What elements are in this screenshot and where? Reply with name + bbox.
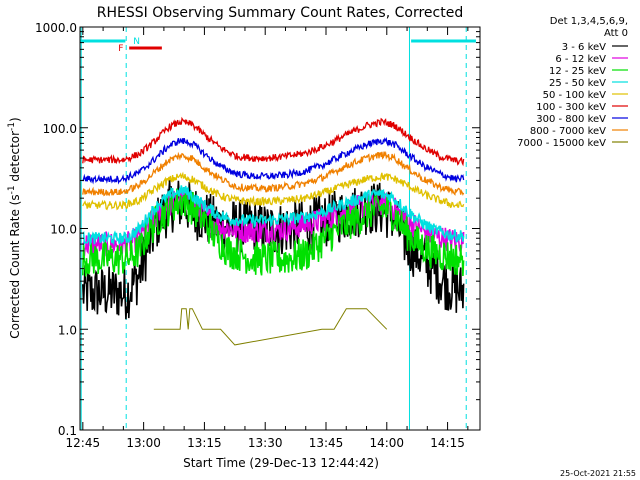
legend-label-0: 3 - 6 keV <box>562 42 606 53</box>
y-tick-label-3: 1.0 <box>58 323 77 337</box>
series-line-7 <box>82 150 465 197</box>
x-tick-label-0: 12:45 <box>66 436 101 450</box>
series-line-5 <box>82 116 465 167</box>
annotation-n: N <box>133 37 140 47</box>
axes: 1000.0 100.0 10.0 1.0 0.112:45 13:00 13:15 13:3… <box>35 21 481 450</box>
x-tick-label-6: 14:15 <box>430 436 465 450</box>
x-tick-label-2: 13:15 <box>187 436 222 450</box>
y-axis-label-mid: detector <box>8 131 22 186</box>
x-tick-label-5: 14:00 <box>369 436 404 450</box>
series-line-6 <box>82 136 465 185</box>
legend-label-3: 25 - 50 keV <box>549 78 606 89</box>
y-tick-label-2: 10.0 <box>50 223 77 237</box>
footer-timestamp: 25-Oct-2021 21:55 <box>560 469 636 478</box>
chart-title: RHESSI Observing Summary Count Rates, Co… <box>97 5 463 21</box>
y-axis-label-sup1: -1 <box>7 185 17 194</box>
legend-label-6: 300 - 800 keV <box>536 114 606 125</box>
y-axis-label-sup2: -1 <box>7 122 17 131</box>
y-tick-label-1: 100.0 <box>43 122 77 136</box>
legend-label-5: 100 - 300 keV <box>536 102 606 113</box>
annotation-f: F <box>118 44 123 54</box>
x-axis-label: Start Time (29-Dec-13 12:44:42) <box>183 456 379 470</box>
legend-header-1: Att 0 <box>604 28 628 39</box>
x-tick-label-1: 13:00 <box>126 436 161 450</box>
y-tick-label-4: 0.1 <box>58 424 77 438</box>
y-axis-label: Corrected Count Rate (s-1 detector-1) <box>7 117 22 338</box>
legend-label-7: 800 - 7000 keV <box>530 126 606 137</box>
series-line-3 <box>82 185 465 247</box>
x-tick-label-3: 13:30 <box>248 436 283 450</box>
y-tick-label-0: 1000.0 <box>35 21 77 35</box>
y-axis-label-main: Corrected Count Rate (s <box>8 194 22 338</box>
x-tick-label-4: 13:45 <box>309 436 344 450</box>
series-line-2 <box>82 187 465 277</box>
plot-area: NF <box>80 27 476 430</box>
series-line-8 <box>153 308 388 346</box>
y-axis-label-end: ) <box>8 117 22 122</box>
legend-label-4: 50 - 100 keV <box>543 90 607 101</box>
legend-label-1: 6 - 12 keV <box>555 54 606 65</box>
legend-label-8: 7000 - 15000 keV <box>517 138 606 149</box>
series-line-4 <box>82 171 465 211</box>
legend-label-2: 12 - 25 keV <box>549 66 606 77</box>
legend-header-0: Det 1,3,4,5,6,9, <box>550 16 628 27</box>
